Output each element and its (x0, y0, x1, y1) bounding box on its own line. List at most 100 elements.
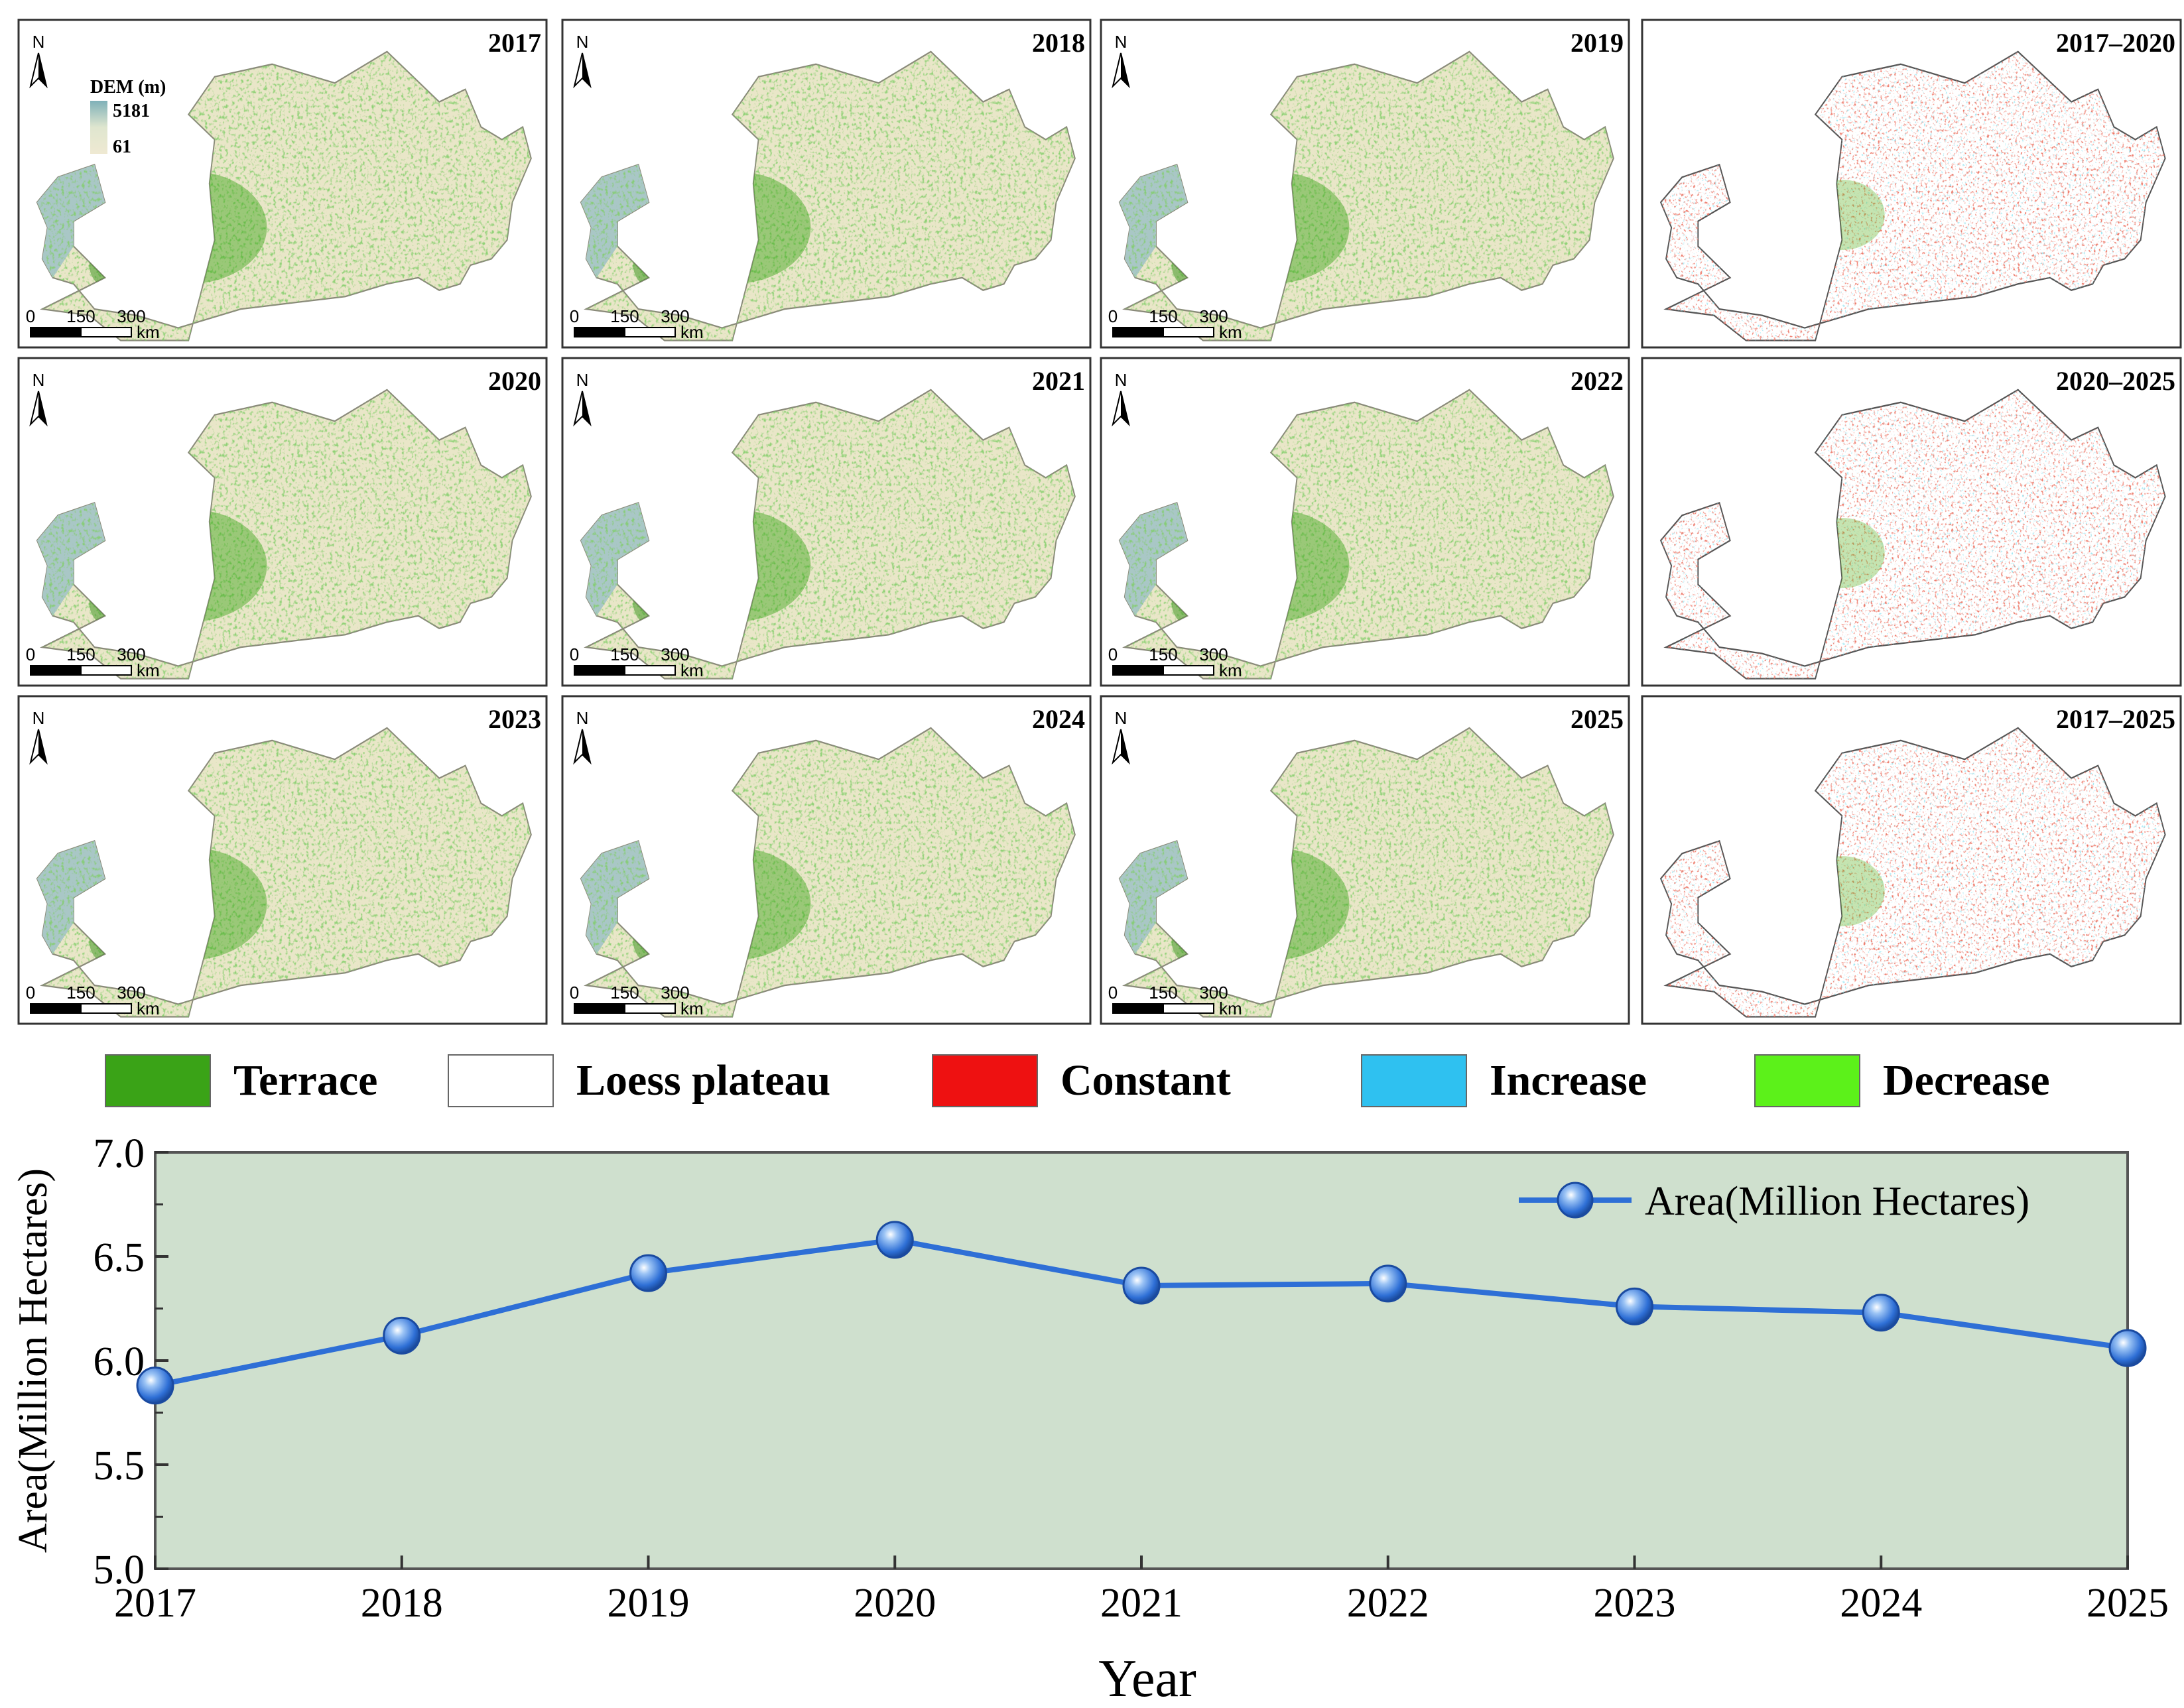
scale-tick-label: 0 (26, 983, 35, 1003)
chart-legend: Area(Million Hectares) (1519, 1179, 2029, 1224)
map-panel-label: 2018 (1032, 28, 1085, 58)
scale-unit-label: km (137, 660, 160, 680)
legend-label-increase: Increase (1490, 1056, 1647, 1105)
map-panel-label: 2021 (1032, 366, 1085, 396)
north-label: N (1115, 370, 1127, 390)
chart-legend-marker (1557, 1182, 1594, 1219)
dem-legend: DEM (m) 5181 61 (90, 77, 166, 157)
north-arrow-icon: N (29, 708, 48, 765)
scale-tick-label: 0 (1108, 306, 1118, 326)
y-tick-label: 5.5 (94, 1443, 145, 1489)
dem-min: 61 (113, 137, 131, 157)
map-panel-label: 2022 (1571, 366, 1624, 396)
scale-tick-label: 0 (26, 644, 35, 664)
legend-label-terrace: Terrace (233, 1056, 378, 1105)
x-axis-label: Year (1098, 1650, 1196, 1708)
data-point (875, 1221, 914, 1259)
north-label: N (1115, 708, 1127, 728)
scale-tick-label: 0 (1108, 644, 1118, 664)
legend-item-decrease: Decrease (1754, 1048, 2050, 1114)
y-tick-label: 6.0 (94, 1339, 145, 1384)
scale-tick-label: 150 (66, 306, 95, 326)
legend-swatch-increase (1361, 1054, 1467, 1107)
scale-tick-label: 300 (117, 983, 145, 1003)
scale-tick-label: 300 (1199, 644, 1228, 664)
x-tick-label: 2024 (1840, 1581, 1922, 1626)
x-tick-label: 2020 (854, 1581, 936, 1626)
map-panel-change-2017-2020: 2017–2020 (1641, 19, 2182, 349)
north-label: N (576, 708, 589, 728)
dem-ramp (90, 101, 107, 154)
north-label: N (576, 32, 589, 52)
north-label: N (32, 32, 45, 52)
area-line-chart: 5.0 5.5 6.0 6.5 7.0 2017 2018 2019 2020 2021 2022 2… (11, 1131, 2169, 1708)
scale-tick-label: 0 (1108, 983, 1118, 1003)
map-panel-label: 2023 (488, 704, 541, 734)
scale-tick-label: 0 (570, 306, 579, 326)
scale-tick-label: 150 (1149, 644, 1177, 664)
map-panel-label: 2020 (488, 366, 541, 396)
north-label: N (32, 708, 45, 728)
north-arrow-icon: N (1112, 370, 1130, 427)
north-label: N (1115, 32, 1127, 52)
scale-tick-label: 300 (1199, 306, 1228, 326)
legend-item-constant: Constant (932, 1048, 1231, 1114)
north-arrow-icon: N (29, 32, 48, 89)
north-arrow-icon: N (29, 370, 48, 427)
scale-unit-label: km (137, 322, 160, 342)
y-tick-label: 5.0 (94, 1548, 145, 1593)
x-tick-label: 2018 (361, 1581, 443, 1626)
data-point (383, 1316, 421, 1355)
legend-label-decrease: Decrease (1883, 1056, 2050, 1105)
scale-tick-label: 300 (117, 306, 145, 326)
scale-tick-label: 150 (1149, 983, 1177, 1003)
scale-tick-label: 0 (570, 644, 579, 664)
y-tick-label: 6.5 (94, 1235, 145, 1280)
legend-item-terrace: Terrace (105, 1048, 377, 1114)
dem-title: DEM (m) (90, 77, 166, 97)
scale-unit-label: km (1219, 322, 1242, 342)
legend-item-loess-plateau: Loess plateau (448, 1048, 830, 1114)
scale-tick-label: 150 (610, 983, 639, 1003)
y-tick-label: 7.0 (94, 1131, 145, 1176)
scale-unit-label: km (1219, 660, 1242, 680)
north-label: N (32, 370, 45, 390)
dem-max: 5181 (113, 101, 150, 121)
map-panel-label: 2017 (488, 28, 541, 58)
legend-item-increase: Increase (1361, 1048, 1647, 1114)
scale-unit-label: km (1219, 999, 1242, 1018)
legend-swatch-loess-plateau (448, 1054, 554, 1107)
map-legend: Terrace Loess plateau Constant Increase … (0, 1034, 2184, 1114)
scale-tick-label: 0 (26, 306, 35, 326)
data-point (1862, 1294, 1900, 1332)
scale-unit-label: km (137, 999, 160, 1018)
x-tick-label: 2025 (2087, 1581, 2169, 1626)
scale-tick-label: 300 (661, 306, 689, 326)
scale-unit-label: km (680, 660, 704, 680)
scale-tick-label: 300 (661, 644, 689, 664)
north-arrow-icon: N (1112, 708, 1130, 765)
x-tick-label: 2017 (114, 1581, 196, 1626)
data-point (1369, 1264, 1407, 1303)
legend-swatch-constant (932, 1054, 1038, 1107)
map-panel-label: 2017–2020 (2056, 28, 2175, 58)
scale-tick-label: 300 (661, 983, 689, 1003)
map-panel-change-2020-2025: 2020–2025 (1641, 357, 2182, 687)
map-panel-label: 2017–2025 (2056, 704, 2175, 734)
